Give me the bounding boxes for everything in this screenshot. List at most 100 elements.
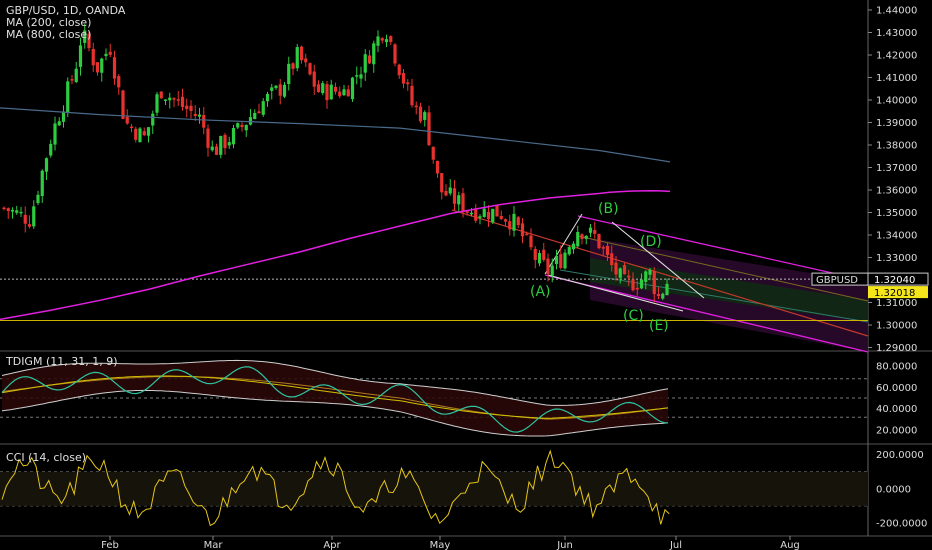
price-tick-label: 1.31000 — [876, 298, 917, 309]
candle-down — [635, 287, 639, 290]
candle-down — [223, 134, 227, 149]
candle-down — [134, 128, 138, 140]
ma200-line — [0, 189, 671, 321]
candle-up — [665, 283, 669, 296]
candle-up — [588, 227, 593, 233]
candle-up — [661, 293, 665, 299]
main-legend: GBP/USD, 1D, OANDA MA (200, close) MA (8… — [6, 5, 125, 41]
channel-quarter-up — [577, 235, 869, 302]
time-tick-label: Aug — [780, 540, 800, 550]
symbol-title[interactable]: GBP/USD, 1D, OANDA — [6, 4, 126, 17]
candle-down — [397, 64, 401, 76]
wave-label: (E) — [649, 318, 669, 334]
chart-overlays — [0, 209, 869, 353]
candle-down — [427, 112, 431, 146]
candle-up — [376, 36, 380, 46]
candle-down — [95, 62, 100, 73]
candle-down — [465, 211, 469, 213]
candle-down — [185, 105, 189, 110]
candle-down — [495, 205, 499, 217]
tdi-midline — [1, 376, 669, 420]
candle-down — [440, 173, 444, 193]
candle-down — [27, 224, 32, 227]
candle-down — [117, 76, 121, 88]
ma800-line — [0, 107, 671, 163]
wave-labels: (A) (B) (C) (D) (E) — [530, 201, 669, 334]
price-tick-label: 1.35000 — [876, 208, 917, 219]
candle-down — [333, 86, 338, 92]
price-tick-label: 1.30000 — [876, 321, 917, 332]
candle-up — [584, 235, 588, 239]
cci-tick-label: 0.0000 — [876, 484, 911, 495]
candle-up — [15, 210, 19, 213]
candle-up — [639, 279, 644, 289]
price-tick-label: 1.34000 — [876, 231, 917, 242]
candle-up — [571, 243, 576, 250]
candle-down — [520, 223, 525, 237]
wave-a-b — [544, 213, 583, 275]
candle-up — [74, 68, 78, 82]
candle-down — [410, 85, 414, 106]
wave-label: (C) — [623, 308, 644, 324]
candle-down — [367, 55, 372, 64]
time-tick-label: Mar — [204, 540, 224, 550]
candle-down — [325, 84, 329, 101]
candle-down — [580, 234, 584, 239]
candle-down — [452, 188, 457, 204]
candle-down — [308, 63, 312, 75]
candle-up — [10, 209, 15, 212]
candle-up — [53, 123, 57, 145]
tdi-tick-label: 80.0000 — [876, 361, 917, 372]
candle-up — [644, 271, 648, 282]
candle-down — [610, 253, 614, 266]
candle-up — [146, 127, 151, 136]
channel-upper — [577, 215, 869, 282]
candle-down — [304, 58, 308, 63]
price-tick-label: 1.29000 — [876, 343, 917, 354]
ma200-legend[interactable]: MA (200, close) — [6, 16, 92, 29]
candle-up — [372, 43, 376, 65]
candle-down — [631, 279, 635, 291]
channel-lower — [544, 274, 869, 353]
cci-legend[interactable]: CCI (14, close) — [6, 451, 87, 464]
wave-label: (B) — [598, 201, 619, 217]
candle-down — [240, 124, 244, 128]
candle-down — [338, 91, 342, 97]
candle-up — [261, 101, 265, 115]
candle-down — [142, 131, 146, 136]
candle-down — [23, 214, 27, 224]
candle-up — [19, 211, 23, 214]
tdi-band-fill — [2, 360, 668, 437]
tdi-signal-line — [1, 375, 669, 419]
candle-up — [384, 39, 389, 43]
candle-up — [537, 253, 542, 264]
candle-down — [508, 221, 512, 230]
candle-up — [40, 170, 44, 196]
candle-up — [329, 84, 333, 100]
candle-down — [129, 126, 134, 129]
candle-down — [206, 128, 210, 148]
tdi-legend[interactable]: TDIGM (11, 31, 1, 9) — [6, 355, 118, 368]
candle-down — [70, 79, 74, 81]
candle-down — [380, 38, 384, 41]
candle-down — [431, 146, 435, 160]
candle-up — [236, 123, 240, 128]
candle-down — [542, 249, 546, 260]
time-axis: Feb Mar Apr May Jun Jul Aug — [101, 536, 800, 550]
candle-up — [576, 231, 580, 247]
candle-up — [219, 135, 223, 155]
ma800-legend[interactable]: MA (800, close) — [6, 28, 92, 41]
price-tick-label: 1.42000 — [876, 51, 917, 62]
candle-down — [189, 105, 193, 112]
candle-down — [202, 114, 206, 128]
candle-down — [486, 211, 491, 220]
candle-up — [482, 208, 486, 217]
candle-up — [350, 77, 355, 100]
candle-up — [244, 124, 248, 131]
candle-down — [180, 96, 185, 108]
time-tick-label: Jul — [669, 540, 682, 550]
candle-down — [257, 111, 261, 114]
candle-down — [401, 73, 406, 84]
candle-down — [559, 254, 563, 268]
